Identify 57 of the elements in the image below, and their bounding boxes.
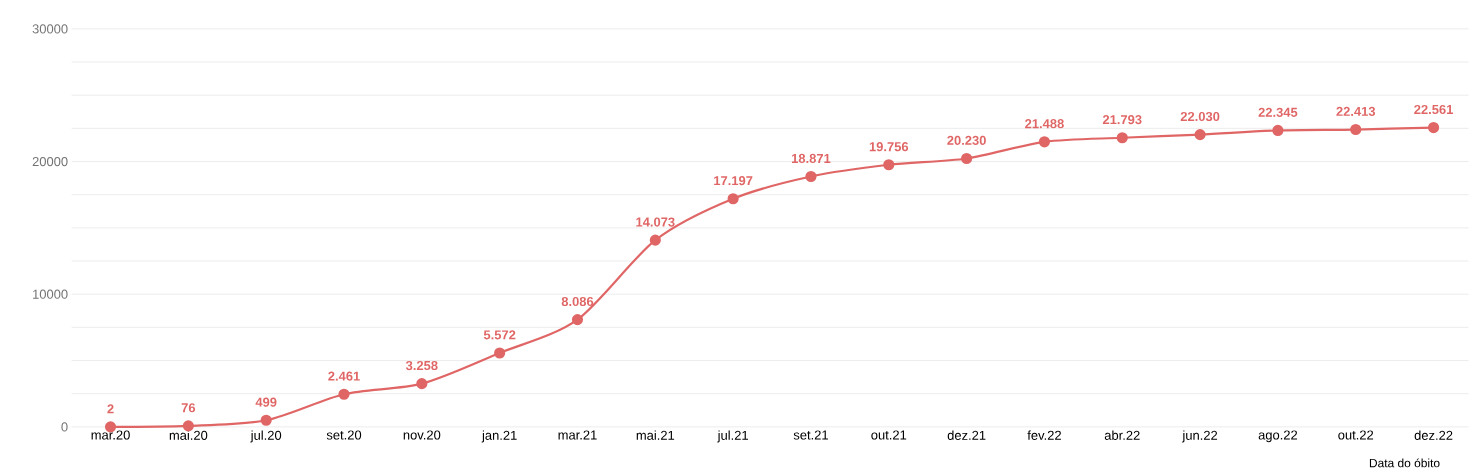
x-tick-label: mai.21	[636, 430, 675, 440]
x-tick-label: set.20	[326, 430, 362, 440]
x-tick-label: mai.20	[169, 430, 208, 440]
x-tick-label: jun.22	[1182, 430, 1218, 443]
point	[649, 234, 661, 246]
x-tick-label: fev.22	[1027, 430, 1061, 440]
data-label: 2	[107, 404, 114, 414]
point	[1038, 136, 1051, 148]
data-label: 5.572	[483, 330, 516, 340]
point	[1116, 132, 1128, 144]
data-label: 22.413	[1336, 106, 1376, 117]
y-tick-label: 0	[61, 422, 68, 432]
x-tick-label: mar.21	[558, 430, 597, 440]
x-tick-label: ago.22	[1258, 430, 1298, 443]
point	[1427, 121, 1440, 134]
data-label: 2.461	[328, 371, 360, 381]
point	[1350, 123, 1362, 136]
x-tick-label: abr.22	[1104, 430, 1140, 440]
x-tick-label: out.21	[871, 430, 907, 440]
x-tick-label: dez.21	[947, 430, 986, 440]
point	[571, 314, 584, 326]
point	[805, 170, 817, 183]
x-tick-label: dez.22	[1414, 430, 1453, 440]
data-label: 22.345	[1258, 107, 1298, 117]
data-label: 76	[181, 403, 196, 413]
y-tick-label: 20000	[32, 156, 68, 167]
data-label: 20.230	[947, 135, 986, 145]
x-tick-label: jul.21	[717, 430, 748, 443]
x-tick-label: jul.20	[250, 430, 282, 443]
point	[494, 347, 506, 359]
x-tick-label: jan.21	[481, 430, 517, 443]
point	[1272, 124, 1284, 137]
x-tick-label: set.21	[793, 430, 828, 440]
data-label: 19.756	[869, 142, 909, 152]
data-label: 21.488	[1025, 119, 1064, 129]
x-tick-label: out.22	[1338, 430, 1374, 440]
y-tick-label: 10000	[33, 289, 68, 299]
data-label: 22.030	[1180, 111, 1220, 122]
data-label: 18.871	[791, 153, 831, 163]
point	[416, 378, 428, 390]
point	[727, 193, 739, 205]
data-label: 8.086	[561, 296, 594, 307]
data-label: 499	[255, 397, 277, 407]
data-label: 17.197	[714, 176, 753, 186]
data-label: 21.793	[1102, 115, 1142, 125]
point	[338, 388, 350, 400]
y-tick-label: 30000	[32, 24, 68, 34]
point	[961, 152, 973, 165]
x-tick-label: mar.20	[91, 430, 130, 440]
x-axis-title: Data do óbito	[1369, 458, 1440, 468]
data-label: 14.073	[636, 217, 675, 227]
point	[1194, 129, 1206, 141]
point	[260, 414, 272, 426]
x-tick-label: nov.20	[403, 430, 441, 440]
data-label: 22.561	[1414, 104, 1454, 115]
point	[883, 159, 895, 171]
data-label: 3.258	[405, 360, 438, 371]
